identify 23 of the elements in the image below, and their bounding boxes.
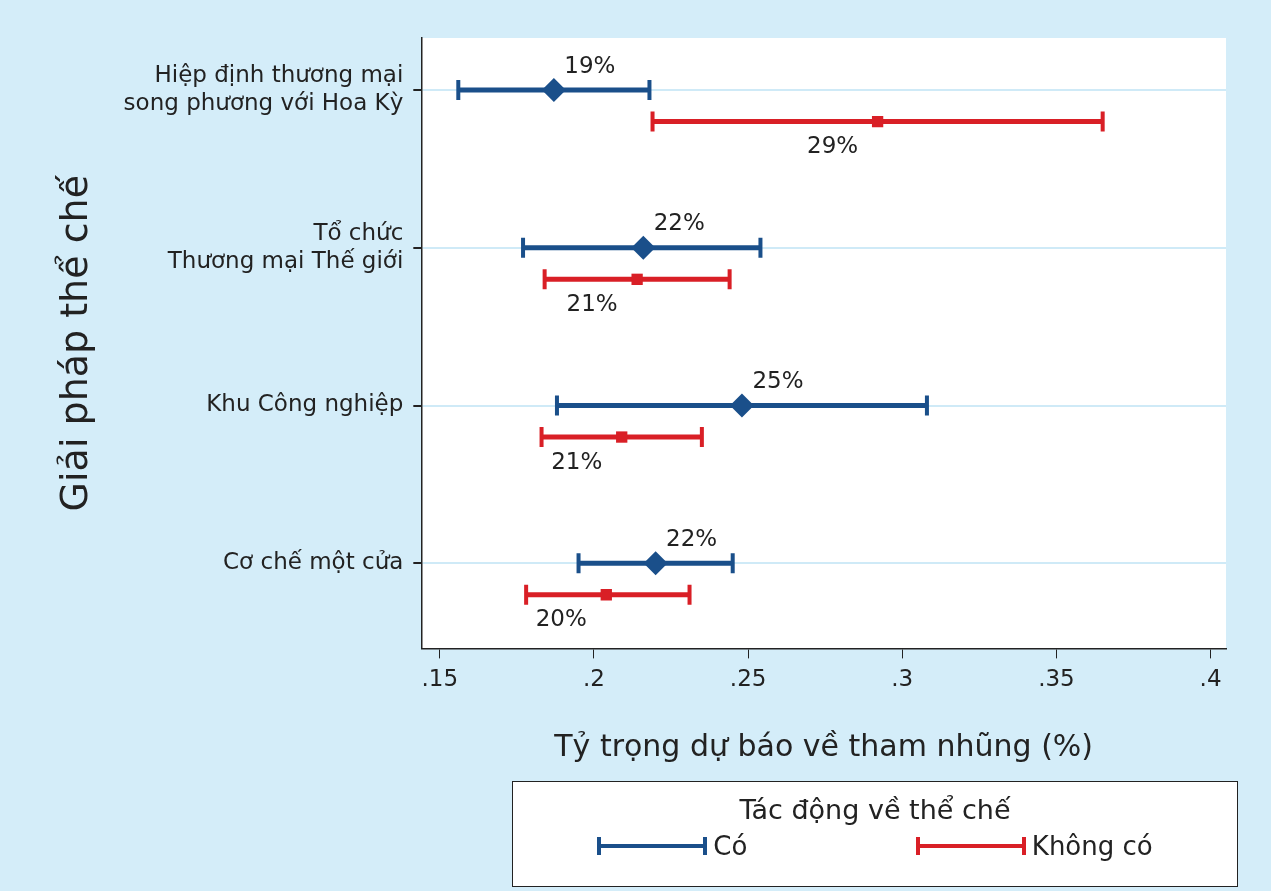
x-tick-label: .2 <box>582 665 605 692</box>
data-label: 29% <box>807 132 859 159</box>
x-tick-label: .35 <box>1038 665 1075 692</box>
x-tick-label: .25 <box>729 665 767 692</box>
data-label: 19% <box>564 51 616 78</box>
data-label: 25% <box>752 366 804 393</box>
y-tick-label: Khu Công nghiệp <box>206 390 404 417</box>
legend-title: Tác động về thể chế <box>738 794 1012 825</box>
x-axis-title: Tỷ trọng dự báo về tham nhũng (%) <box>553 727 1094 763</box>
data-label: 22% <box>653 209 705 236</box>
y-tick-label: Tổ chức Thương mại Thế giới <box>166 218 404 273</box>
y-tick-label: Hiệp định thương mại song phương với Hoa Kỳ <box>123 61 404 115</box>
y-axis-title: Giải pháp thể chế <box>51 174 96 512</box>
x-tick-label: .4 <box>1199 665 1222 692</box>
data-label: 21% <box>566 289 618 316</box>
x-tick-label: .15 <box>421 665 459 692</box>
data-label: 20% <box>535 605 587 632</box>
data-label: 22% <box>666 524 718 551</box>
y-tick-label: Cơ chế một cửa <box>223 548 404 575</box>
data-label: 21% <box>551 447 603 474</box>
x-tick-label: .3 <box>891 665 914 692</box>
legend-label: Có <box>713 831 748 861</box>
legend-label: Không có <box>1031 831 1153 861</box>
